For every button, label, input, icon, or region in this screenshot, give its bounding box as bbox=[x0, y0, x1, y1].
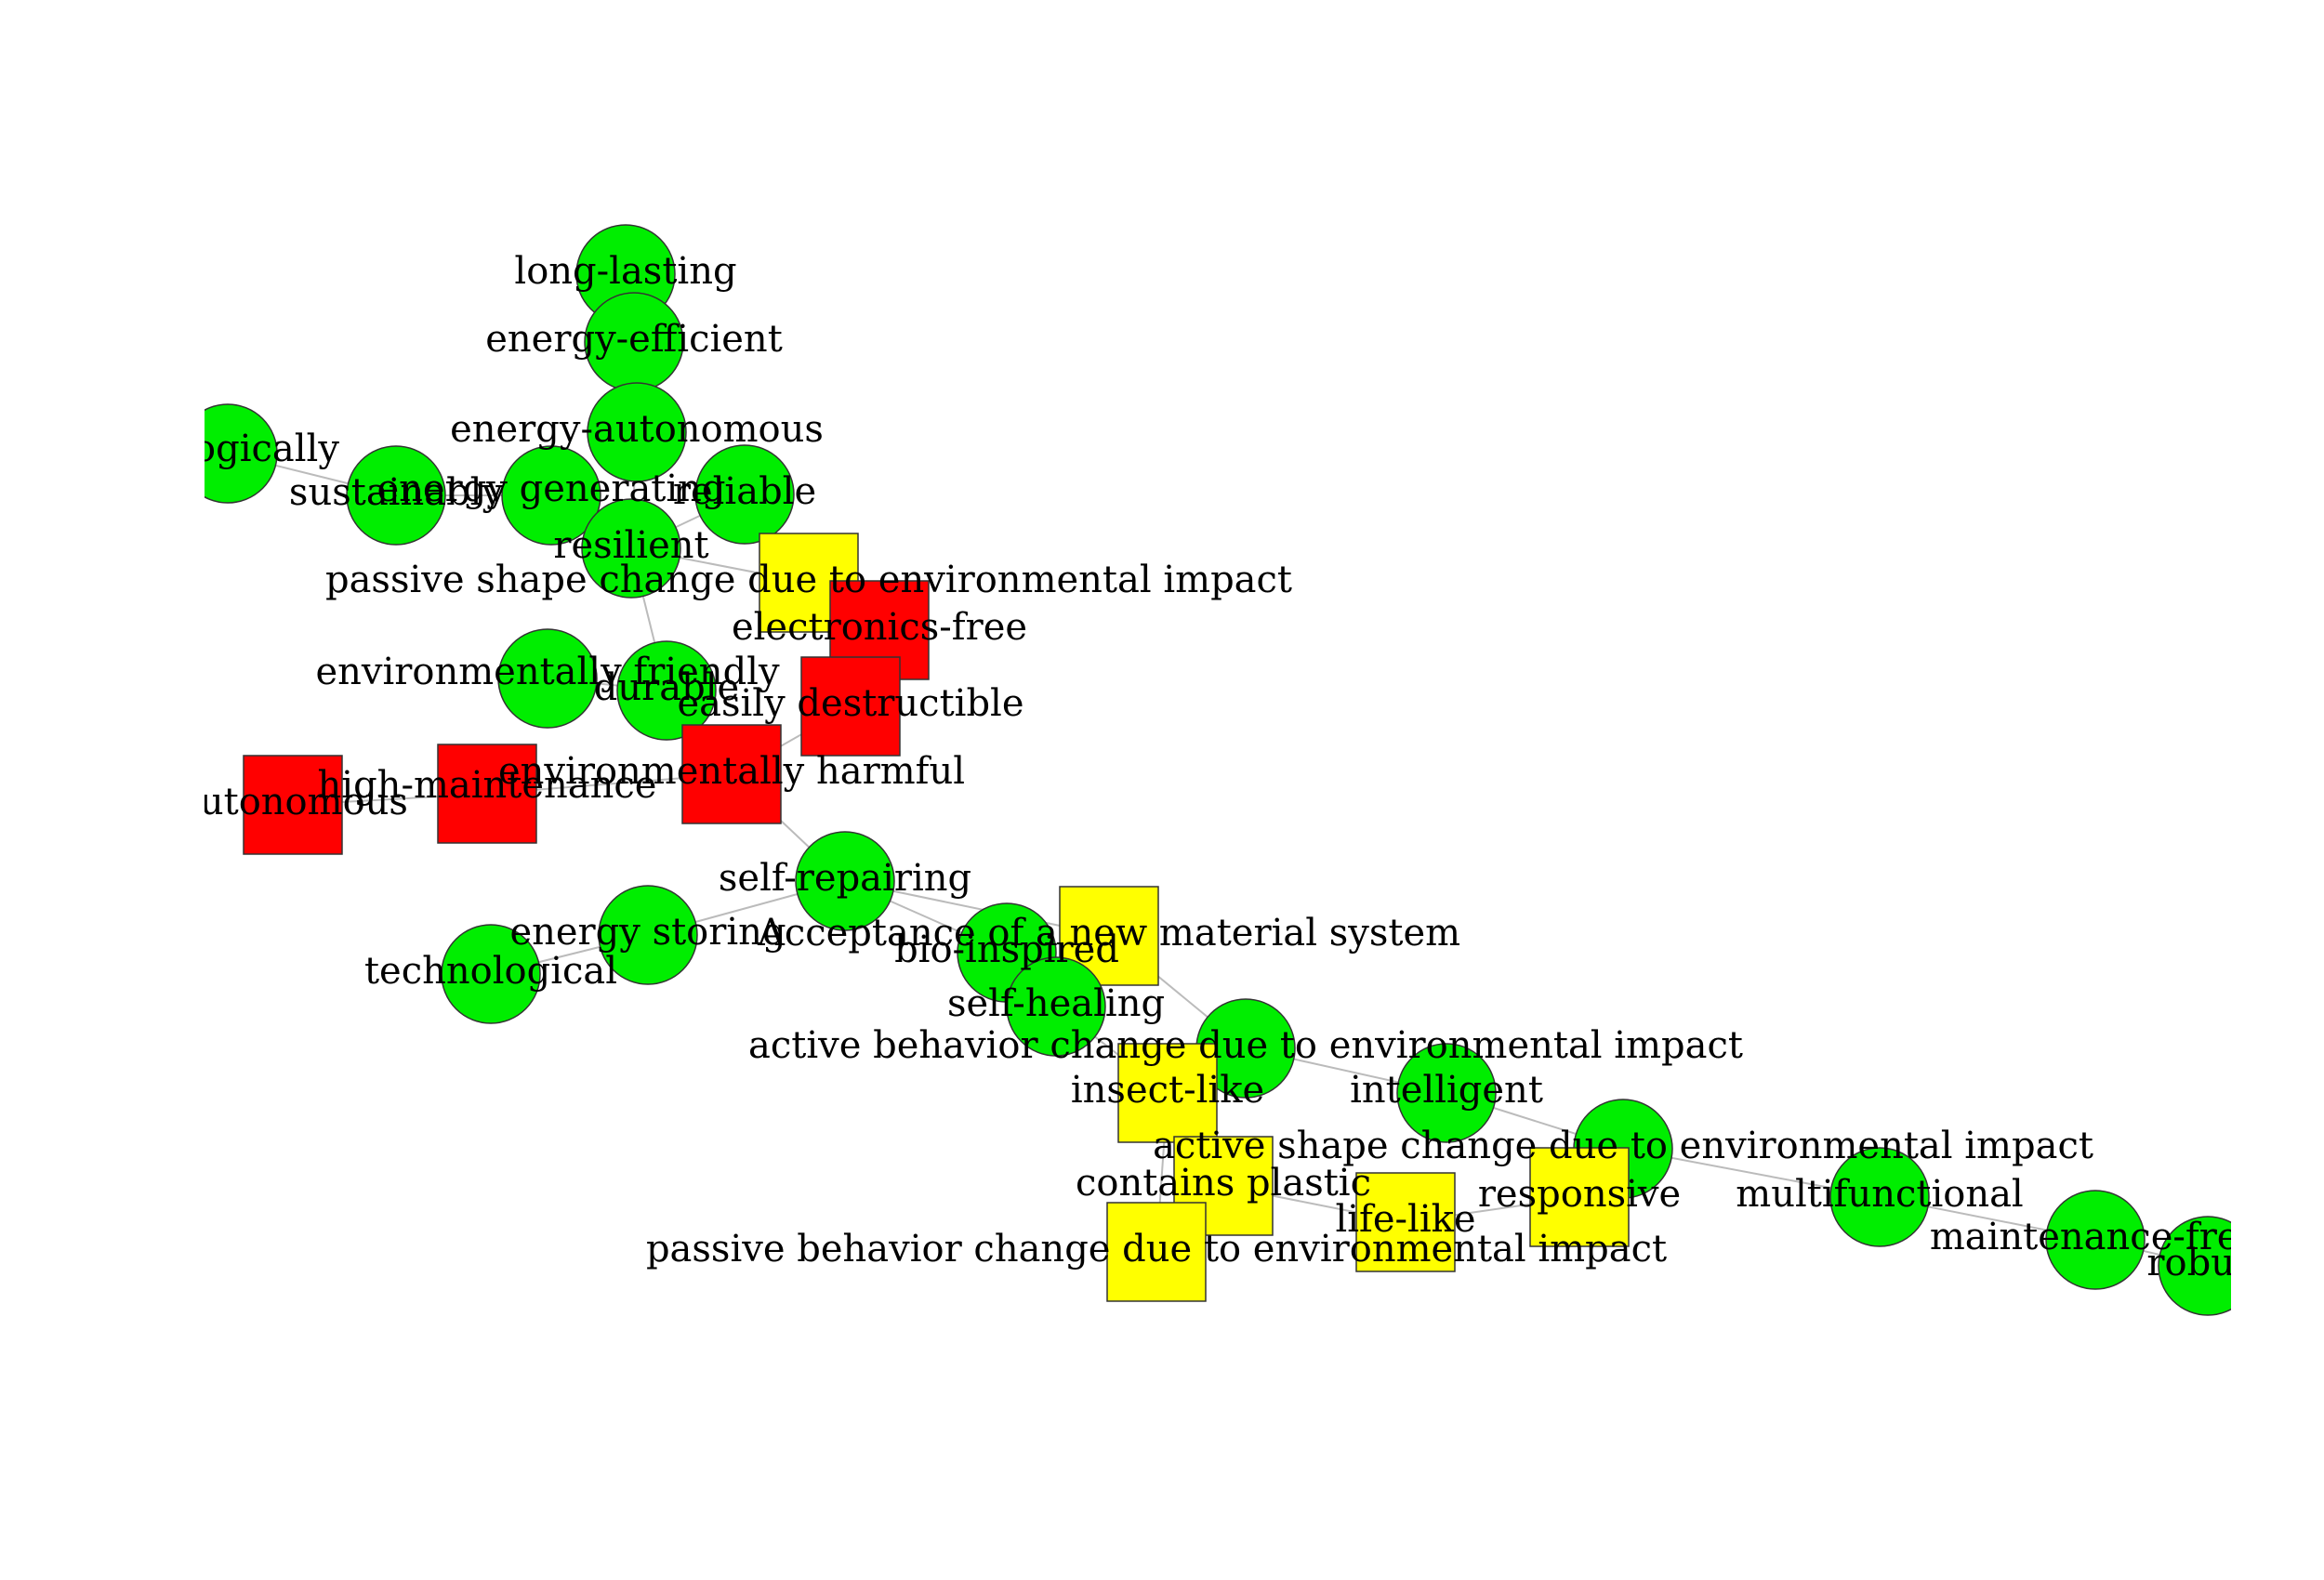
node-label-passive-behavior-change: passive behavior change due to environme… bbox=[646, 1228, 1667, 1271]
node-label-energy-generating: energy generating bbox=[376, 467, 725, 510]
node-label-resilient: resilient bbox=[553, 524, 708, 567]
node-label-active-shape-change: active shape change due to environmental… bbox=[1153, 1125, 2093, 1167]
node-label-energy-efficient: energy-efficient bbox=[485, 318, 783, 361]
node-life-like bbox=[1355, 1172, 1456, 1272]
node-label-life-like: life-like bbox=[1335, 1198, 1475, 1241]
node-easily-destructible bbox=[800, 656, 901, 757]
node-label-high-maintenance: high-maintenance bbox=[318, 764, 657, 807]
node-insect-like bbox=[1117, 1043, 1218, 1143]
node-label-insect-like: insect-like bbox=[1071, 1069, 1264, 1112]
node-label-acceptance: Acceptance of a new material system bbox=[757, 912, 1460, 955]
node-energy-autonomous bbox=[587, 382, 687, 482]
node-label-energy-autonomous: energy-autonomous bbox=[450, 408, 824, 451]
node-energy-generating bbox=[501, 445, 601, 546]
node-label-maintenance-free: maintenance-free bbox=[1930, 1216, 2261, 1258]
node-label-long-lasting: long-lasting bbox=[514, 250, 736, 293]
node-durable bbox=[616, 640, 717, 741]
node-label-sustainably: sustainably bbox=[289, 471, 504, 514]
node-label-durable: durable bbox=[594, 666, 739, 709]
node-multifunctional bbox=[1829, 1147, 1930, 1247]
node-label-responsive: responsive bbox=[1478, 1173, 1681, 1216]
node-environmentally-harmful bbox=[681, 724, 782, 824]
node-maintenance-free bbox=[2045, 1190, 2146, 1290]
node-intelligent bbox=[1396, 1043, 1497, 1143]
node-label-robust: robust bbox=[2146, 1242, 2268, 1284]
node-technological bbox=[441, 924, 541, 1024]
node-label-reliable: reliable bbox=[673, 470, 816, 513]
node-sustainably bbox=[346, 445, 446, 546]
node-label-technological: technological bbox=[364, 950, 617, 993]
node-label-autonomous: autonomous bbox=[178, 781, 408, 823]
node-label-active-behavior-change: active behavior change due to environmen… bbox=[748, 1024, 1743, 1067]
node-label-electronics-free: electronics-free bbox=[732, 606, 1027, 649]
node-robust bbox=[2158, 1216, 2231, 1316]
node-reliable bbox=[694, 444, 795, 545]
labels-layer: long-lasting energy-efficient energy-auton… bbox=[116, 250, 2268, 1284]
node-label-passive-shape-change: passive shape change due to environmenta… bbox=[325, 559, 1292, 601]
node-label-ecologically: ecologically bbox=[116, 428, 339, 470]
node-label-energy-storing: energy storing bbox=[509, 911, 786, 954]
node-environmentally-friendly bbox=[497, 628, 598, 729]
node-label-self-healing: self-healing bbox=[947, 982, 1165, 1025]
node-label-contains-plastic: contains plastic bbox=[1076, 1162, 1371, 1205]
node-high-maintenance bbox=[437, 744, 537, 844]
node-autonomous bbox=[243, 755, 343, 855]
node-label-environmentally-harmful: environmentally harmful bbox=[498, 750, 965, 793]
node-responsive bbox=[1529, 1147, 1630, 1247]
node-self-repairing bbox=[795, 831, 895, 931]
node-ecologically bbox=[205, 403, 278, 504]
node-label-environmentally-friendly: environmentally friendly bbox=[315, 651, 780, 693]
node-label-easily-destructible: easily destructible bbox=[677, 682, 1023, 725]
node-passive-behavior-change bbox=[1106, 1202, 1207, 1302]
node-label-bio-inspired: bio-inspired bbox=[894, 928, 1119, 971]
node-label-multifunctional: multifunctional bbox=[1736, 1173, 2023, 1216]
node-self-healing bbox=[1006, 956, 1106, 1057]
node-resilient bbox=[581, 498, 681, 599]
node-label-intelligent: intelligent bbox=[1350, 1069, 1543, 1112]
node-energy-storing bbox=[598, 885, 698, 985]
node-label-self-repairing: self-repairing bbox=[719, 857, 971, 900]
nodes-layer bbox=[205, 224, 2231, 1316]
